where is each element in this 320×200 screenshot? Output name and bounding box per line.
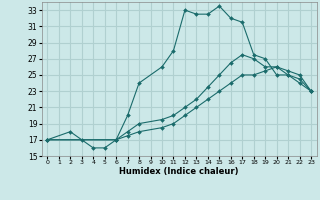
X-axis label: Humidex (Indice chaleur): Humidex (Indice chaleur) bbox=[119, 167, 239, 176]
